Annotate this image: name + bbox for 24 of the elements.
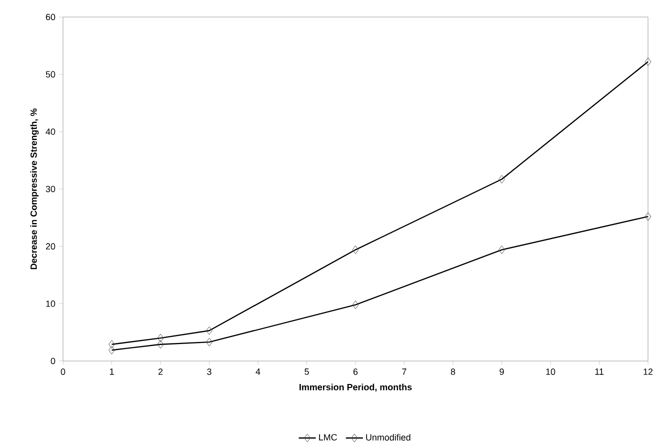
x-tick-label: 12 <box>644 368 653 375</box>
x-tick-label: 4 <box>256 368 260 375</box>
x-tick-label: 9 <box>500 368 504 375</box>
x-tick-label: 0 <box>60 368 66 375</box>
y-tick-label: 0 <box>50 358 56 364</box>
x-tick-label: 2 <box>158 368 163 375</box>
x-tick-label: 7 <box>402 368 406 375</box>
y-tick-label: 30 <box>46 186 56 192</box>
legend-label: Unmodified <box>366 434 410 441</box>
y-tick-label: 60 <box>46 14 56 20</box>
x-tick-label: 5 <box>304 368 309 375</box>
x-axis-title: Immersion Period, months <box>300 384 412 392</box>
y-axis-title: Decrease in Compressive Strength, % <box>30 108 39 270</box>
y-tick-label: 20 <box>46 243 56 250</box>
y-tick-label: 10 <box>46 300 56 307</box>
x-tick-label: 3 <box>207 368 212 375</box>
x-tick-label: 1 <box>110 368 114 375</box>
x-tick-label: 6 <box>353 368 358 375</box>
x-tick-label: 8 <box>450 368 456 375</box>
legend-label: LMC <box>319 434 337 440</box>
x-tick-label: 10 <box>546 368 556 375</box>
y-tick-label: 50 <box>46 71 56 78</box>
y-tick-label: 40 <box>46 128 56 135</box>
x-tick-label: 11 <box>595 368 604 375</box>
